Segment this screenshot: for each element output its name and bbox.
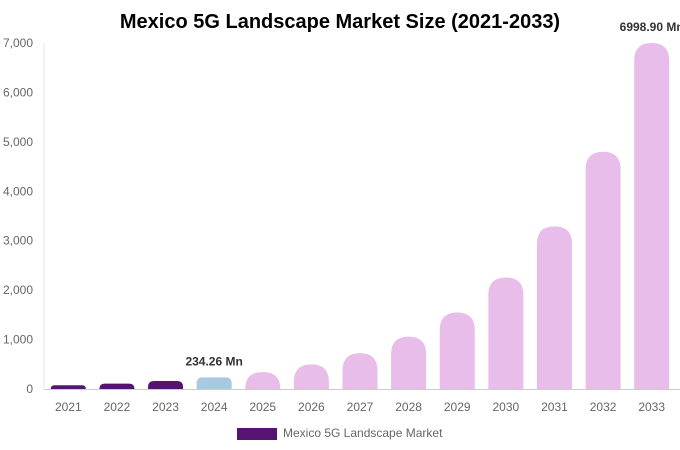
y-tick-label: 2,000 (3, 283, 33, 297)
bar-2025[interactable] (245, 372, 281, 389)
bar-2022[interactable] (99, 383, 135, 389)
x-tick-label: 2028 (395, 400, 422, 414)
data-label: 6998.90 Mn (620, 20, 680, 34)
bar-2030[interactable] (488, 277, 524, 389)
x-tick-label: 2031 (541, 400, 568, 414)
x-tick-label: 2029 (444, 400, 471, 414)
y-tick-label: 3,000 (3, 234, 33, 248)
y-tick-label: 6,000 (3, 85, 33, 99)
bar-2028[interactable] (391, 336, 427, 389)
bar-2023[interactable] (148, 381, 184, 389)
y-tick-label: 0 (26, 382, 33, 396)
chart-title: Mexico 5G Landscape Market Size (2021-20… (120, 11, 560, 33)
x-tick-label: 2026 (298, 400, 325, 414)
x-tick-label: 2021 (55, 400, 82, 414)
legend-swatch[interactable] (237, 428, 277, 440)
y-tick-label: 1,000 (3, 333, 33, 347)
bar-2031[interactable] (536, 226, 572, 389)
x-tick-label: 2022 (104, 400, 131, 414)
bar-2029[interactable] (439, 312, 475, 389)
x-tick-label: 2033 (638, 400, 665, 414)
bar-2026[interactable] (293, 364, 329, 389)
x-tick-label: 2024 (201, 400, 228, 414)
data-label: 234.26 Mn (185, 354, 242, 368)
bar-2033[interactable] (634, 43, 670, 389)
bar-2024[interactable] (196, 377, 232, 389)
x-tick-label: 2027 (347, 400, 374, 414)
x-tick-label: 2025 (249, 400, 276, 414)
x-tick-label: 2023 (152, 400, 179, 414)
x-tick-label: 2032 (590, 400, 617, 414)
bar-2021[interactable] (50, 385, 86, 389)
x-tick-label: 2030 (492, 400, 519, 414)
bar-2027[interactable] (342, 353, 378, 389)
y-tick-label: 4,000 (3, 184, 33, 198)
legend-label[interactable]: Mexico 5G Landscape Market (283, 426, 443, 440)
bar-2032[interactable] (585, 151, 621, 389)
y-tick-label: 7,000 (3, 36, 33, 50)
y-tick-label: 5,000 (3, 135, 33, 149)
